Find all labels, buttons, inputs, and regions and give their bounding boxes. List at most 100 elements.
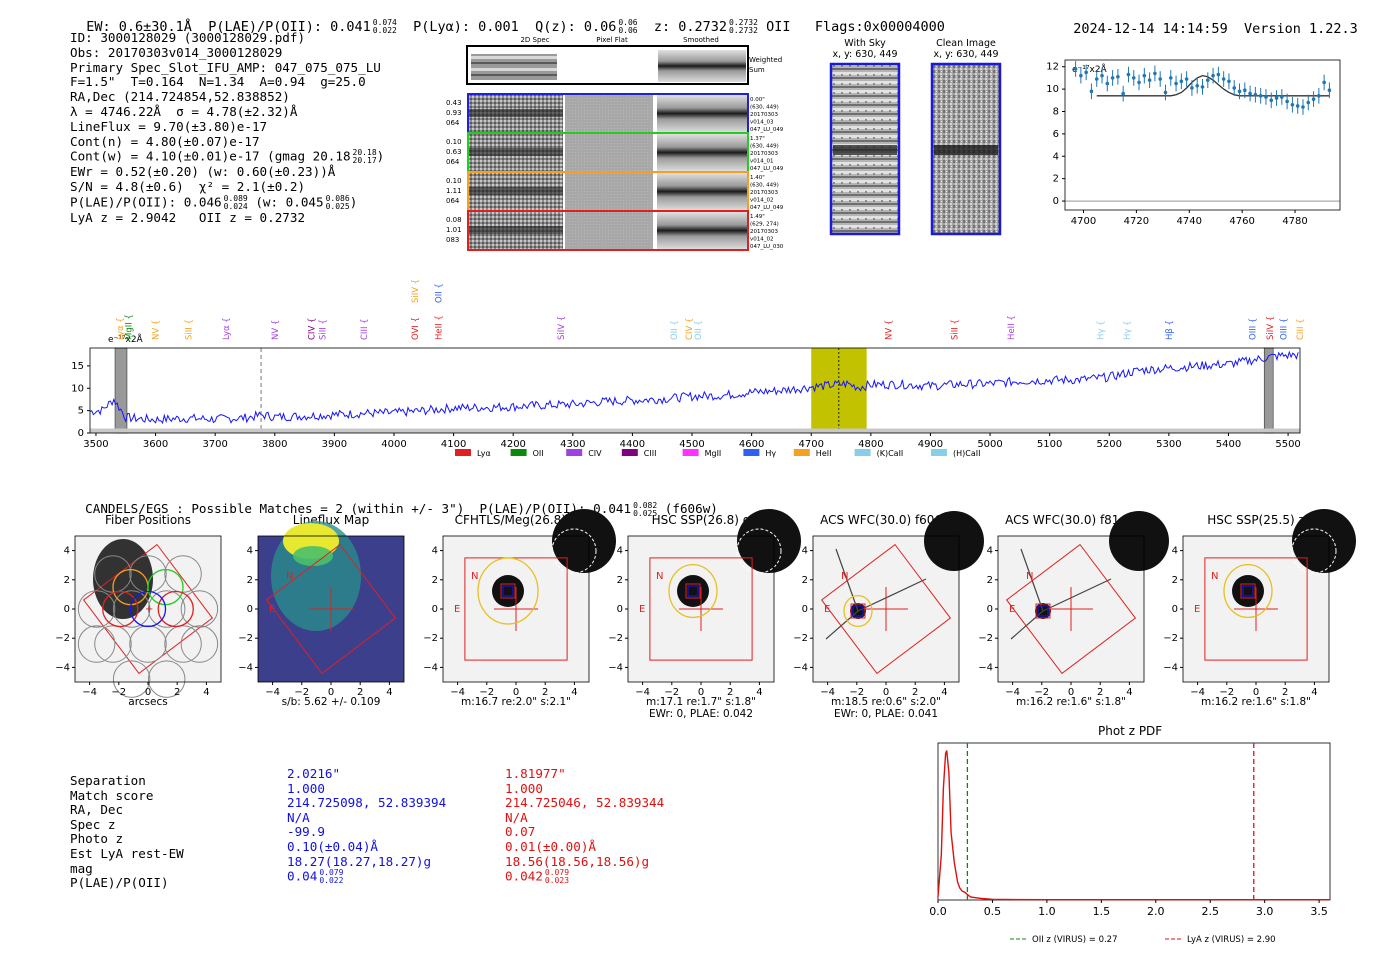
cutout-ytick-label: 0 [802,604,808,615]
spec-row-right-label: (629, 274) [750,222,779,228]
full-xtick-label: 4800 [858,439,883,450]
fiber-center-mark: + [145,604,153,615]
legend-label: MgII [705,449,722,458]
info-plae-w-lo: 0.025 [325,201,350,211]
cutout-xtick-label: 0 [328,687,334,698]
emission-line-label: OII { [435,283,445,303]
fiber-circle [129,625,167,663]
header-plya: P(Lyα): 0.001 [413,19,519,35]
match-label-specz: Spec z [70,816,116,832]
fiber-circle [112,660,151,698]
emission-line-label: CIII { [1296,318,1306,340]
cutout-plot: N E −4 −4 −2 −2 0 0 2 2 4 4 [608,509,801,698]
zoom-point [1248,91,1252,96]
cutout-ytick-label: 2 [432,575,438,586]
zoom-point [1301,105,1305,109]
photz-curve [937,750,1330,901]
ifu-footprint [82,543,214,675]
cutout-title: HSC SSP(26.8) g [651,513,751,527]
full-xtick-label: 4100 [441,439,466,450]
zoom-point [1280,95,1284,99]
cutout-xtick-label: 4 [386,687,392,698]
cutout-xtick-label: −4 [1005,687,1020,698]
source-blob [1232,575,1264,607]
emission-line-label: NV { [271,320,281,340]
cutout-ytick-label: −2 [1163,633,1178,644]
info-ewr: EWr = 0.52(±0.20) (w: 0.60(±0.23))Å [70,164,336,180]
blue-photoz: -99.9 [287,824,325,840]
cutout-xtick-label: 4 [1311,687,1317,698]
ifu-footprint [265,543,397,675]
spec-row-right-label: v014_03 [750,120,774,126]
spec-row-right-label: 1.40" [750,175,765,181]
full-xtick-label: 4700 [799,439,824,450]
zoom-point [1174,81,1178,86]
zoom-xtick-label: 4720 [1124,216,1149,227]
red-plae-lo: 0.023 [544,876,570,886]
timestamp: 2024-12-14 14:14:59 [1073,21,1228,37]
legend-label: HeII [816,449,832,458]
zoom-point [1158,77,1162,81]
full-ytick-label: 15 [71,361,84,372]
full-xtick-label: 4400 [620,439,645,450]
legend-oii-label: OII z (VIRUS) = 0.27 [1032,935,1118,945]
match-box-red [1035,603,1051,619]
north-marker: N [656,571,663,582]
cutout-xtick-label: −4 [1190,687,1205,698]
blue-mag: 18.27(18.27,18.27)g [287,853,432,869]
info-primary: Primary Spec_Slot_IFU_AMP: 047_075_075_L… [70,59,381,75]
cutout-ytick-label: −2 [55,633,70,644]
spec-row-frame [467,210,749,251]
blue-separation: 2.0216" [287,766,341,781]
zoom-point [1168,76,1173,80]
cutout-ytick-label: 2 [1172,575,1178,586]
photz-plot: 0.0 0.5 1.0 1.5 2.0 2.5 3.0 3.5 OII z (VIRUS) = … [929,742,1331,945]
info-id: ID: 3000128029 (3000128029.pdf) [70,30,306,45]
zoom-point [1216,72,1221,77]
info-plae-lo: 0.024 [223,201,248,211]
zoom-point [1227,79,1231,84]
cutout-ytick-label: −2 [608,633,623,644]
cutout-caption-line: m:16.7 re:2.0" s:2.1" [461,696,571,708]
col-title-smooth: Smoothed [683,36,719,44]
spec-row-right-label: (630, 449) [750,144,779,150]
blue-plae-row: 0.04 0.079 0.022 [287,869,446,885]
match-box-blue [1242,585,1254,597]
ifu-footprint [1005,543,1137,675]
fiber-circle [164,555,202,593]
full-xtick-label: 3700 [202,439,227,450]
match-label-radec: RA, Dec [70,802,124,818]
cutout-ytick-label: −4 [55,662,70,673]
zoom-point [1327,88,1332,93]
match-box-red [850,603,866,619]
cutout-ytick-label: −4 [978,662,993,673]
cutout-ytick-label: 4 [617,546,623,557]
cutout-xtick-label: −4 [82,687,97,698]
zoom-xtick-label: 4760 [1229,216,1254,227]
aperture-ellipse [668,563,718,619]
fiber-circle [147,660,186,698]
emission-line-label: MgII { [125,314,135,340]
cutout-ytick-label: 0 [247,604,253,615]
emission-line-label: SiII { [318,319,328,340]
cutout-xtick-label: 0 [1068,687,1074,698]
cutout-caption-line: m:16.2 re:1.6" s:1.8" [1016,696,1126,708]
lineflux-peak-edge [293,546,333,566]
star-mask [551,528,597,574]
zoom-point [1179,79,1184,84]
version: Version 1.22.3 [1243,21,1358,37]
match-blue: 2.0216" 1.000 214.725098, 52.839394 N/A … [287,766,446,885]
zoom-point [1116,74,1120,79]
fiber-red-left [102,590,139,628]
cutout-xtick-label: −2 [1219,687,1234,698]
source-blob [93,539,153,619]
with-sky-xy: x, y: 630, 449 [832,49,898,60]
header-qz: Q(z): 0.06 [535,19,617,35]
zoom-ytick-label: 12 [1046,62,1059,73]
cutout-plot: N E −4 −4 −2 −2 0 0 2 2 4 4 [978,511,1169,698]
ifu-footprint [820,543,952,675]
photz-xtick-label: 3.0 [1256,905,1274,918]
info-contw-lo: 20.17 [352,156,377,166]
cutout-ytick-label: −4 [793,662,808,673]
match-label-ew: Est LyA rest-EW [70,845,184,861]
